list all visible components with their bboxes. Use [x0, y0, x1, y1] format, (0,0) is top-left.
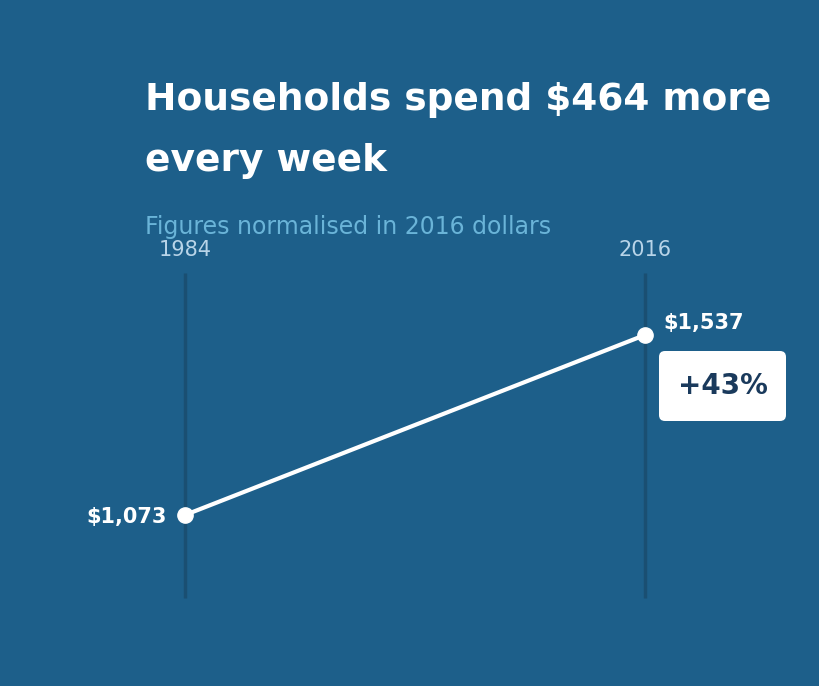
Text: $1,537: $1,537: [663, 313, 743, 333]
Text: Households spend $464 more: Households spend $464 more: [145, 82, 771, 118]
Text: +43%: +43%: [676, 372, 767, 400]
Text: 2016: 2016: [618, 240, 671, 260]
Text: every week: every week: [145, 143, 387, 179]
Text: Figures normalised in 2016 dollars: Figures normalised in 2016 dollars: [145, 215, 550, 239]
Text: $1,073: $1,073: [87, 507, 167, 527]
Text: 1984: 1984: [158, 240, 211, 260]
FancyBboxPatch shape: [658, 351, 785, 421]
